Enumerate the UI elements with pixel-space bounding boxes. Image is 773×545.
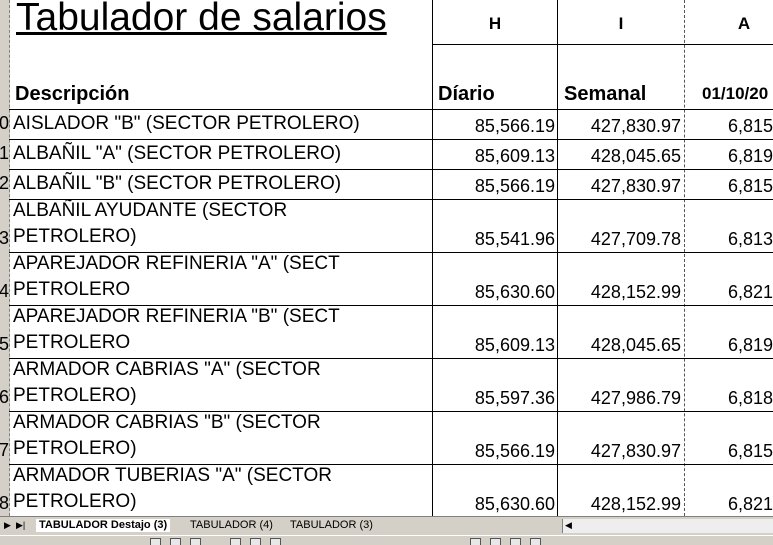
cell-semanal[interactable]: 427,830.97 bbox=[590, 441, 681, 461]
cell-diario[interactable]: 85,609.13 bbox=[474, 335, 555, 355]
toolbar-icon[interactable] bbox=[170, 538, 181, 545]
toolbar-icon[interactable] bbox=[270, 538, 281, 545]
column-letter-a[interactable]: A bbox=[737, 14, 751, 33]
page-break-line bbox=[684, 0, 685, 516]
cell-descripcion[interactable]: ARMADOR TUBERIAS "A" (SECTOR bbox=[13, 465, 332, 486]
header-diario[interactable]: Díario bbox=[438, 83, 495, 105]
cell-descripcion[interactable]: AISLADOR "B" (SECTOR PETROLERO) bbox=[13, 113, 360, 134]
cell-descripcion-line2[interactable]: PETROLERO bbox=[13, 279, 131, 300]
grid-line bbox=[9, 252, 773, 253]
scroll-tab-next-icon[interactable]: ▶ bbox=[4, 520, 11, 530]
row-number[interactable]: 4 bbox=[0, 281, 9, 301]
cell-descripcion[interactable]: APAREJADOR REFINERIA "B" (SECT bbox=[13, 306, 340, 327]
grid-line bbox=[9, 169, 773, 170]
cell-diario[interactable]: 85,541.96 bbox=[474, 229, 555, 249]
cell-semanal[interactable]: 428,152.99 bbox=[590, 494, 681, 514]
cell-descripcion-line2[interactable]: PETROLERO) bbox=[13, 491, 137, 512]
sheet-title: Tabulador de salarios bbox=[16, 0, 387, 39]
row-number[interactable]: 5 bbox=[0, 334, 9, 354]
sheet-tab-4[interactable]: TABULADOR (4) bbox=[190, 519, 273, 531]
cell-semanal[interactable]: 427,830.97 bbox=[590, 116, 681, 136]
cell-diario[interactable]: 85,597.36 bbox=[474, 388, 555, 408]
row-number[interactable]: 6 bbox=[0, 387, 9, 407]
column-letter-i[interactable]: I bbox=[618, 14, 624, 33]
row-number[interactable]: 1 bbox=[0, 143, 9, 163]
row-number[interactable]: 2 bbox=[0, 173, 9, 193]
toolbar-icon[interactable] bbox=[250, 538, 261, 545]
cell-descripcion-line2[interactable]: PETROLERO) bbox=[13, 438, 137, 459]
cell-diario[interactable]: 85,566.19 bbox=[474, 176, 555, 196]
cell-semanal[interactable]: 428,045.65 bbox=[590, 335, 681, 355]
cell-descripcion[interactable]: ALBAÑIL AYUDANTE (SECTOR bbox=[13, 200, 288, 221]
toolbar-icon[interactable] bbox=[490, 538, 501, 545]
toolbar-icon[interactable] bbox=[190, 538, 201, 545]
grid-line bbox=[9, 464, 773, 465]
cell-a[interactable]: 6,819 bbox=[727, 146, 773, 166]
toolbar-icon[interactable] bbox=[470, 538, 481, 545]
cell-a[interactable]: 6,815 bbox=[727, 441, 773, 461]
cell-semanal[interactable]: 427,709.78 bbox=[590, 229, 681, 249]
row-header-strip bbox=[0, 0, 10, 516]
sheet-tab-bar: ▶ ▶| TABULADOR Destajo (3) TABULADOR (4)… bbox=[0, 516, 773, 535]
header-descripcion[interactable]: Descripción bbox=[15, 83, 130, 105]
spreadsheet-grid[interactable]: 0 1 2 3 4 5 6 7 8 Tabulador de salarios … bbox=[0, 0, 773, 516]
cell-descripcion-line2[interactable]: PETROLERO) bbox=[13, 226, 137, 247]
cell-descripcion-line2[interactable]: PETROLERO) bbox=[13, 385, 137, 406]
cell-diario[interactable]: 85,630.60 bbox=[474, 494, 555, 514]
cell-diario[interactable]: 85,566.19 bbox=[474, 441, 555, 461]
cell-diario[interactable]: 85,566.19 bbox=[474, 116, 555, 136]
row-number[interactable]: 7 bbox=[0, 440, 9, 460]
cell-semanal[interactable]: 428,045.65 bbox=[590, 146, 681, 166]
cell-diario[interactable]: 85,609.13 bbox=[474, 146, 555, 166]
toolbar-icon[interactable] bbox=[150, 538, 161, 545]
cell-descripcion[interactable]: ALBAÑIL "A" (SECTOR PETROLERO) bbox=[13, 143, 342, 164]
cell-a[interactable]: 6,815 bbox=[727, 116, 773, 136]
cell-semanal[interactable]: 427,830.97 bbox=[590, 176, 681, 196]
drawing-toolbar bbox=[0, 535, 773, 545]
scroll-left-icon[interactable]: ◀ bbox=[565, 520, 572, 530]
header-semanal[interactable]: Semanal bbox=[564, 83, 647, 105]
grid-line bbox=[9, 109, 773, 110]
cell-descripcion[interactable]: ARMADOR CABRIAS "B" (SECTOR bbox=[13, 412, 321, 433]
cell-descripcion[interactable]: ALBAÑIL "B" (SECTOR PETROLERO) bbox=[13, 173, 342, 194]
grid-line bbox=[432, 44, 773, 45]
cell-a[interactable]: 6,821 bbox=[727, 494, 773, 514]
toolbar-icon[interactable] bbox=[510, 538, 521, 545]
toolbar-icon[interactable] bbox=[530, 538, 541, 545]
grid-line bbox=[432, 0, 433, 516]
toolbar-icon[interactable] bbox=[230, 538, 241, 545]
sheet-tab-destajo[interactable]: TABULADOR Destajo (3) bbox=[36, 519, 171, 532]
grid-line bbox=[557, 0, 558, 516]
grid-line bbox=[9, 358, 773, 359]
horizontal-scrollbar[interactable]: ◀ bbox=[562, 519, 773, 533]
cell-a[interactable]: 6,821 bbox=[727, 282, 773, 302]
cell-semanal[interactable]: 427,986.79 bbox=[590, 388, 681, 408]
row-number[interactable]: 3 bbox=[0, 228, 9, 248]
grid-line bbox=[9, 305, 773, 306]
scroll-tab-last-icon[interactable]: ▶| bbox=[16, 520, 26, 530]
cell-a[interactable]: 6,815 bbox=[727, 176, 773, 196]
row-number[interactable]: 0 bbox=[0, 113, 9, 133]
grid-line bbox=[9, 139, 773, 140]
cell-semanal[interactable]: 428,152.99 bbox=[590, 282, 681, 302]
row-number[interactable]: 8 bbox=[0, 493, 9, 513]
cell-a[interactable]: 6,819 bbox=[727, 335, 773, 355]
column-letter-h[interactable]: H bbox=[488, 14, 502, 33]
cell-diario[interactable]: 85,630.60 bbox=[474, 282, 555, 302]
sheet-tab-3[interactable]: TABULADOR (3) bbox=[290, 519, 373, 531]
cell-a[interactable]: 6,813 bbox=[727, 229, 773, 249]
cell-a[interactable]: 6,818 bbox=[727, 388, 773, 408]
header-date[interactable]: 01/10/20 bbox=[702, 84, 769, 103]
grid-line bbox=[9, 199, 773, 200]
grid-line bbox=[9, 411, 773, 412]
cell-descripcion[interactable]: ARMADOR CABRIAS "A" (SECTOR bbox=[13, 359, 321, 380]
cell-descripcion-line2[interactable]: PETROLERO bbox=[13, 332, 131, 353]
cell-descripcion[interactable]: APAREJADOR REFINERIA "A" (SECT bbox=[13, 253, 340, 274]
